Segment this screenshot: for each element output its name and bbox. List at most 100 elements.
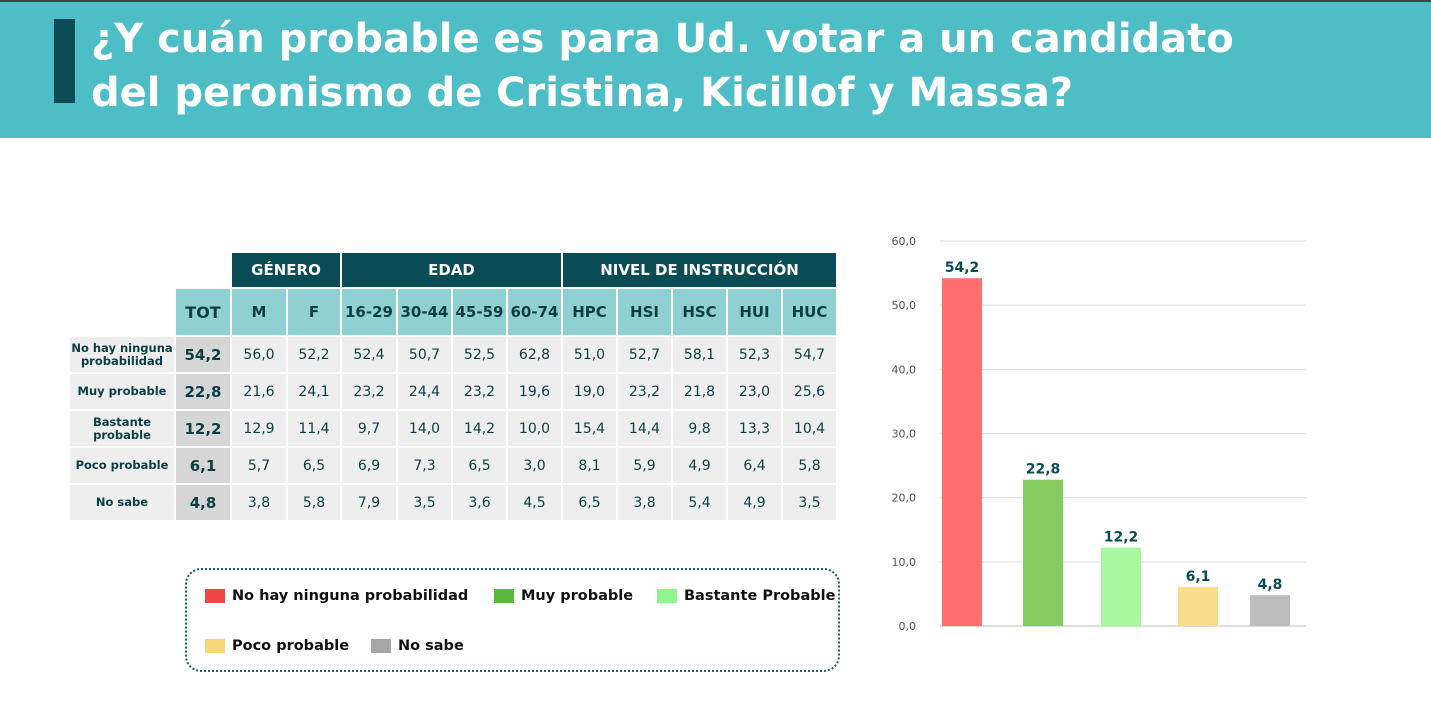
legend-label: No sabe [398,638,464,654]
column-header: F [288,289,340,335]
legend-item: No sabe [371,638,464,654]
value-cell: 12,9 [232,411,286,446]
column-header-row: TOT M F 16-29 30-44 45-59 60-74 HPC HSI HSC HUI HUC [70,289,836,335]
value-cell: 5,4 [673,485,726,520]
legend-swatch [657,589,677,603]
total-cell: 54,2 [176,337,230,372]
title-line-1: ¿Y cuán probable es para Ud. votar a un … [91,16,1234,62]
value-cell: 23,2 [342,374,396,409]
column-header: HPC [563,289,616,335]
value-cell: 5,8 [783,448,836,483]
bar [942,278,982,626]
bar [1178,586,1218,626]
value-cell: 52,2 [288,337,340,372]
legend-item: Poco probable [205,638,349,654]
row-label: No hay ninguna probabilidad [70,337,174,372]
value-cell: 54,7 [783,337,836,372]
row-label-line: Poco probable [75,458,169,472]
value-cell: 5,7 [232,448,286,483]
legend-box: No hay ninguna probabilidad Muy probable… [185,568,840,672]
value-cell: 23,2 [453,374,506,409]
y-tick-label: 50,0 [892,299,917,312]
value-cell: 58,1 [673,337,726,372]
value-cell: 52,4 [342,337,396,372]
column-header: 45-59 [453,289,506,335]
value-cell: 5,8 [288,485,340,520]
value-cell: 56,0 [232,337,286,372]
value-cell: 13,3 [728,411,781,446]
value-cell: 21,8 [673,374,726,409]
value-cell: 14,4 [618,411,671,446]
value-cell: 11,4 [288,411,340,446]
value-cell: 19,6 [508,374,561,409]
row-label: Poco probable [70,448,174,483]
value-cell: 6,5 [563,485,616,520]
bar-value-label: 4,8 [1258,577,1283,593]
value-cell: 4,9 [728,485,781,520]
total-cell: 22,8 [176,374,230,409]
y-tick-label: 60,0 [892,235,917,248]
blank-label-cell [70,289,174,335]
row-label-line: probable [93,427,151,442]
value-cell: 10,4 [783,411,836,446]
y-tick-label: 30,0 [892,428,917,441]
row-label-line: probabilidad [80,353,164,368]
y-tick-label: 10,0 [892,556,917,569]
bar-chart: 0,0 10,0 20,0 30,0 40,0 50,0 60,0 54,2 22,8 12,2 6… [892,235,1306,633]
total-cell: 4,8 [176,485,230,520]
row-label: Muy probable [70,374,174,409]
page-title: ¿Y cuán probable es para Ud. votar a un … [91,12,1391,120]
legend-swatch [371,639,391,653]
value-cell: 9,8 [673,411,726,446]
row-label-line: Bastante [92,414,152,429]
group-header-nivel: NIVEL DE INSTRUCCIÓN [563,253,836,287]
value-cell: 24,1 [288,374,340,409]
value-cell: 7,3 [398,448,451,483]
column-header: M [232,289,286,335]
value-cell: 6,5 [453,448,506,483]
bar-value-label: 6,1 [1186,569,1211,585]
value-cell: 3,0 [508,448,561,483]
row-label: Bastante probable [70,411,174,446]
legend-label: Poco probable [232,638,350,654]
column-header: HSI [618,289,671,335]
bar [1250,595,1290,626]
row-label-line: Muy probable [77,384,167,398]
total-cell: 6,1 [176,448,230,483]
table-row: Muy probable 22,8 21,6 24,1 23,2 24,4 23,2 19,6… [70,374,836,409]
bar [1101,547,1141,626]
column-header: 16-29 [342,289,396,335]
crosstab-table: GÉNERO EDAD NIVEL DE INSTRUCCIÓN TOT M F 16… [68,251,838,522]
column-header: HUI [728,289,781,335]
table-row: Poco probable 6,1 5,7 6,5 6,9 7,3 6,5 3,0 8,1 5,9… [70,448,836,483]
value-cell: 3,5 [398,485,451,520]
bar-value-label: 12,2 [1104,530,1139,546]
bar [1023,479,1063,626]
row-label-line: No hay ninguna [71,340,173,355]
header-banner: ¿Y cuán probable es para Ud. votar a un … [0,0,1431,138]
column-header: TOT [176,289,230,335]
legend-item: No hay ninguna probabilidad [205,588,468,604]
table-row: No hay ninguna probabilidad 54,2 56,0 52,2 52… [70,337,836,372]
legend-swatch [494,589,514,603]
value-cell: 3,6 [453,485,506,520]
y-tick-label: 0,0 [899,620,917,633]
row-label: No sabe [70,485,174,520]
legend-item: Muy probable [494,588,633,604]
total-cell: 12,2 [176,411,230,446]
group-header-genero: GÉNERO [232,253,340,287]
title-accent-bar [54,19,75,103]
value-cell: 3,8 [618,485,671,520]
title-line-2: del peronismo de Cristina, Kicillof y Ma… [91,70,1074,116]
value-cell: 15,4 [563,411,616,446]
value-cell: 52,7 [618,337,671,372]
value-cell: 24,4 [398,374,451,409]
value-cell: 52,5 [453,337,506,372]
legend-item: Bastante Probable [657,588,835,604]
value-cell: 6,4 [728,448,781,483]
value-cell: 23,0 [728,374,781,409]
value-cell: 8,1 [563,448,616,483]
table-row: Bastante probable 12,2 12,9 11,4 9,7 14,0 14,2 1… [70,411,836,446]
legend-label: No hay ninguna probabilidad [232,588,469,604]
value-cell: 4,9 [673,448,726,483]
